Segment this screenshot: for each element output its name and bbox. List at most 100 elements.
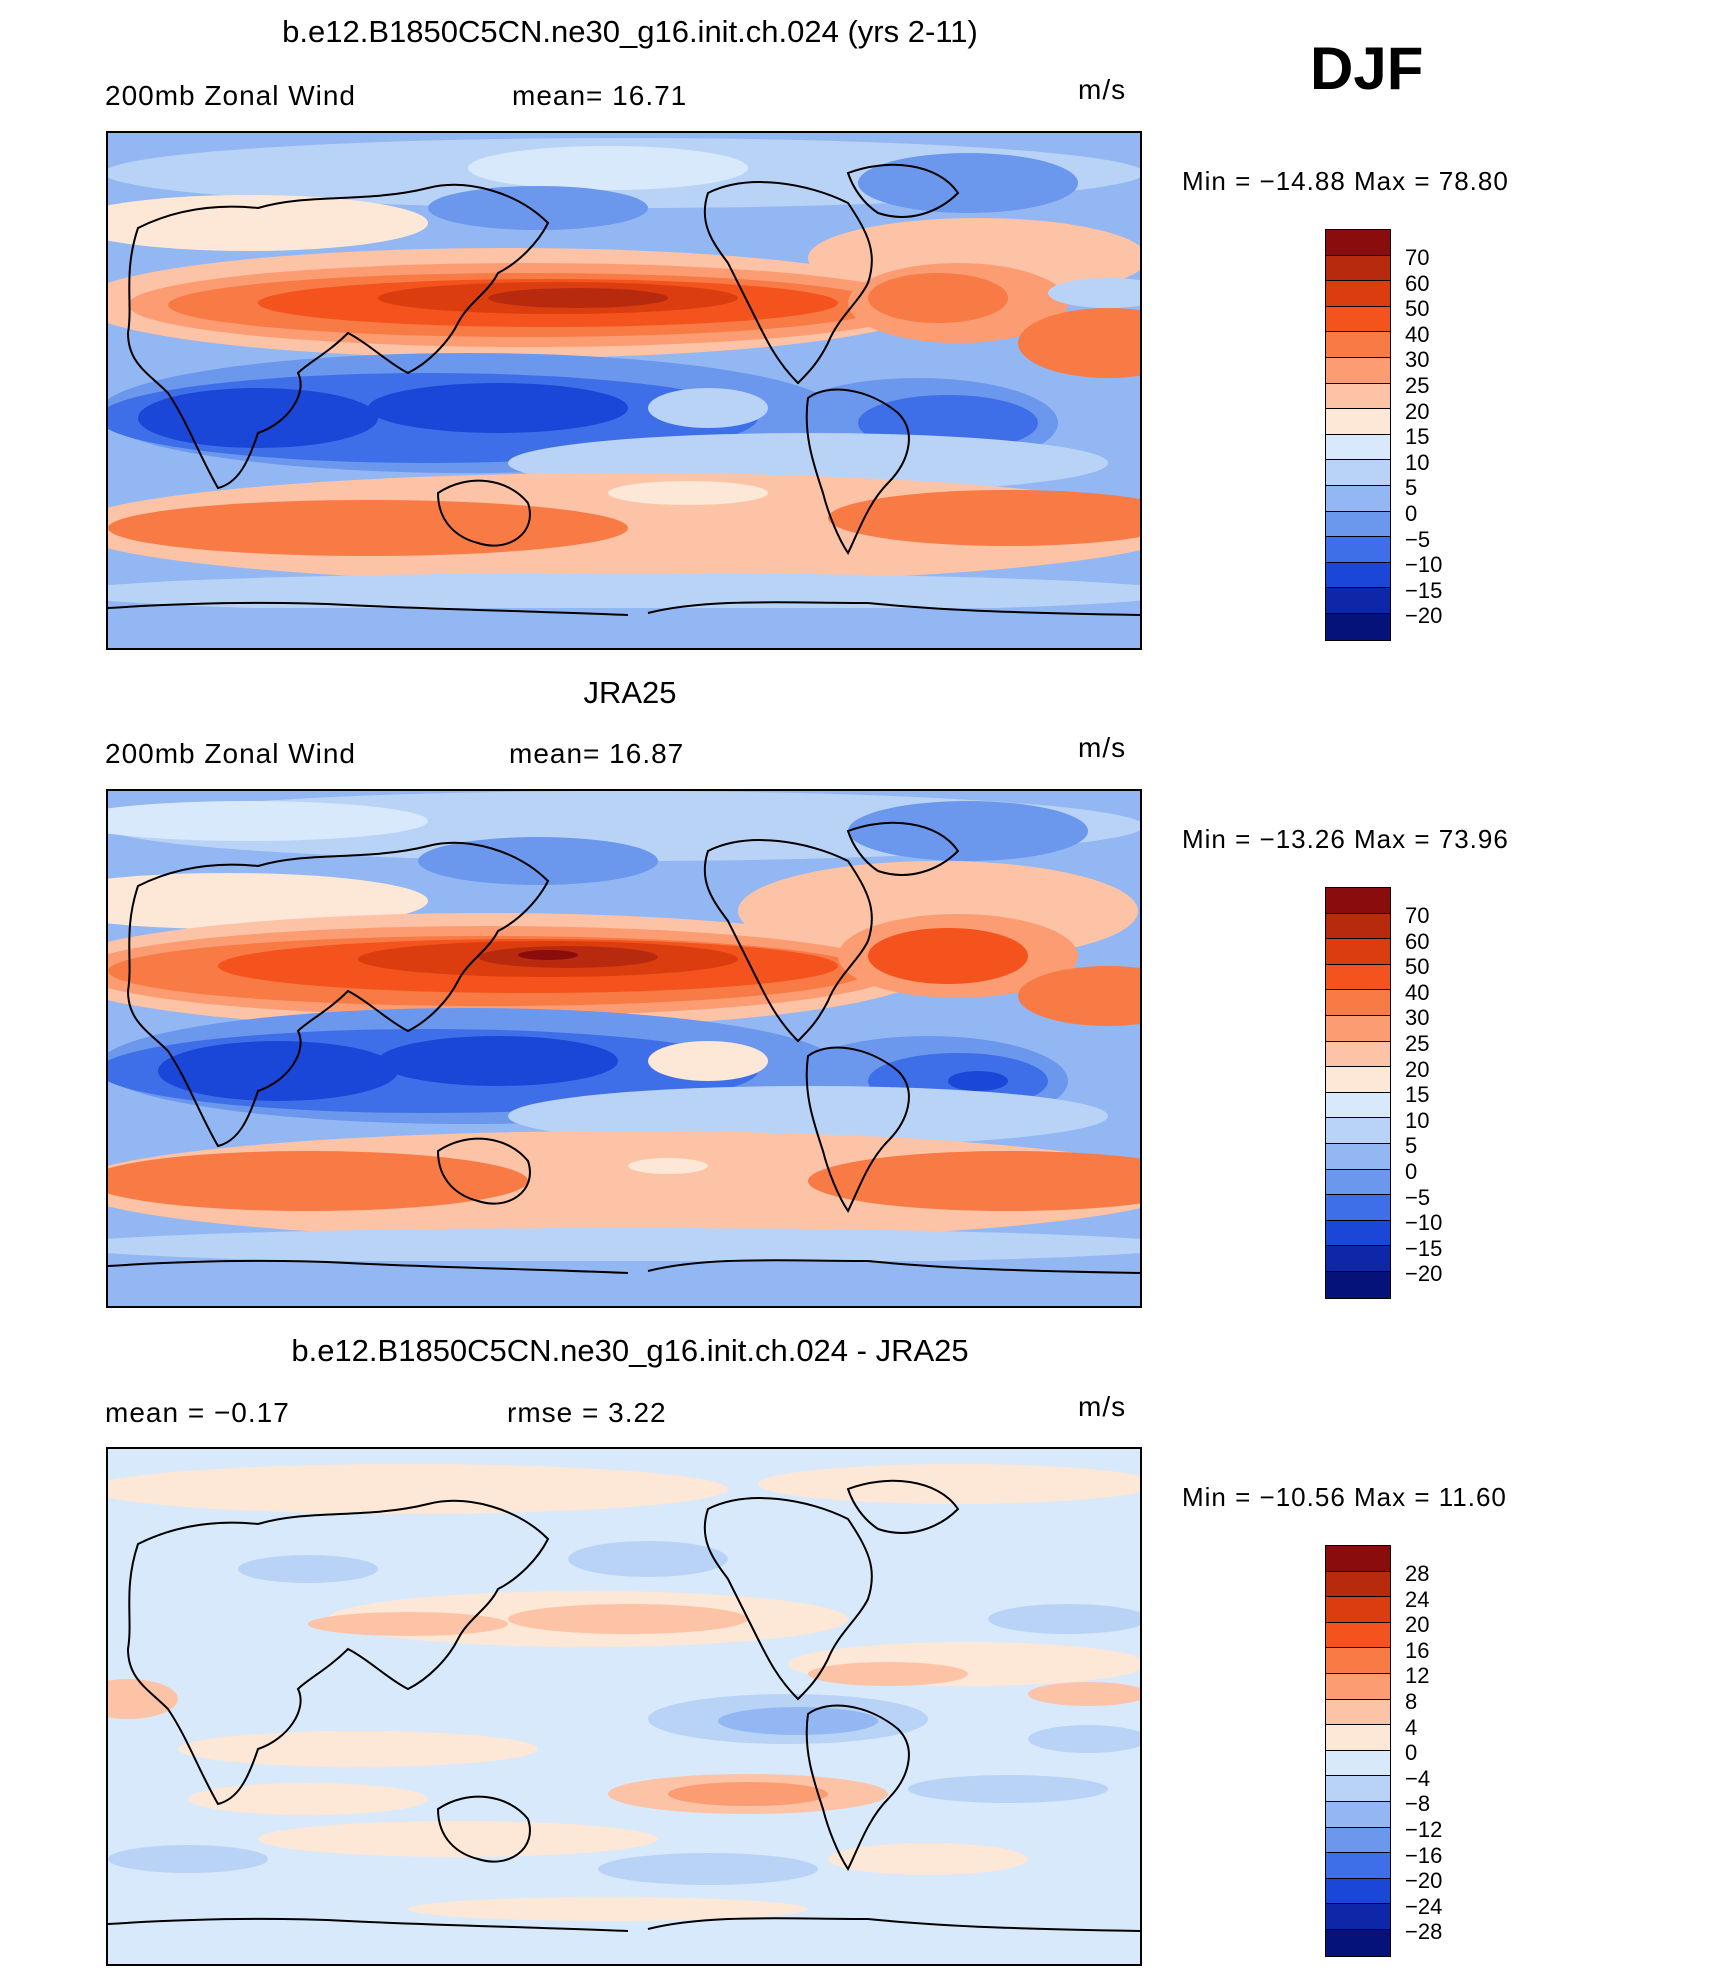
panel-2-title: JRA25 bbox=[583, 675, 677, 710]
panel-2-colorbar-swatch bbox=[1326, 1169, 1390, 1196]
colorbar-label: −28 bbox=[1405, 1919, 1443, 1945]
panel-3-colorbar-swatch bbox=[1326, 1878, 1390, 1905]
panel-1-colorbar-swatch bbox=[1326, 409, 1390, 435]
panel-2-colorbar-labels: 70 60 50 40 30 25 20 15 10 5 0 −5 −10 −1… bbox=[1405, 903, 1442, 1287]
panel-2-minmax: Min = −13.26 Max = 73.96 bbox=[1182, 824, 1509, 854]
panel-2-colorbar-swatch bbox=[1326, 1118, 1390, 1144]
colorbar-label: 0 bbox=[1405, 1158, 1418, 1184]
colorbar-label: 60 bbox=[1405, 270, 1430, 296]
panel-1-minmax: Min = −14.88 Max = 78.80 bbox=[1182, 166, 1509, 196]
colorbar-label: 16 bbox=[1405, 1637, 1430, 1663]
panel-2-contour-map bbox=[108, 791, 1140, 1306]
panel-1-colorbar-swatch bbox=[1326, 537, 1390, 563]
panel-3-colorbar-swatch bbox=[1326, 1597, 1390, 1623]
panel-3-colorbar-swatch bbox=[1326, 1776, 1390, 1802]
panel-1-colorbar-swatch bbox=[1326, 383, 1390, 410]
panel-2-colorbar-swatch bbox=[1326, 1015, 1390, 1042]
panel-3-colorbar bbox=[1325, 1545, 1391, 1957]
panel-3-colorbar-swatch bbox=[1326, 1853, 1390, 1879]
panel-3-minmax: Min = −10.56 Max = 11.60 bbox=[1182, 1482, 1507, 1512]
panel-1-colorbar-labels: 70 60 50 40 30 25 20 15 10 5 0 −5 −10 −1… bbox=[1405, 245, 1442, 629]
panel-1-mean: mean= 16.71 bbox=[512, 80, 688, 111]
panel-3-colorbar-swatch bbox=[1326, 1725, 1390, 1751]
colorbar-label: 28 bbox=[1405, 1561, 1430, 1586]
panel-2-colorbar-swatch bbox=[1326, 939, 1390, 965]
panel-2-colorbar bbox=[1325, 887, 1391, 1299]
colorbar-label: 5 bbox=[1405, 1133, 1418, 1159]
panel-3-colorbar-labels: 28 24 20 16 12 8 4 0 −4 −8 −12 −16 −20 −… bbox=[1405, 1561, 1442, 1945]
panel-3-rmse: rmse = 3.22 bbox=[507, 1397, 667, 1428]
colorbar-label: 5 bbox=[1405, 475, 1418, 501]
colorbar-label: 10 bbox=[1405, 1107, 1430, 1133]
panel-3-mean: mean = −0.17 bbox=[105, 1397, 290, 1428]
colorbar-label: 10 bbox=[1405, 449, 1430, 475]
panel-2-colorbar-swatch bbox=[1326, 1143, 1390, 1170]
colorbar-label: 25 bbox=[1405, 1030, 1430, 1056]
colorbar-label: 70 bbox=[1405, 903, 1430, 928]
panel-3-colorbar-swatch bbox=[1326, 1648, 1390, 1674]
panel-2-map bbox=[106, 789, 1142, 1308]
panel-3-colorbar-swatch bbox=[1326, 1929, 1390, 1956]
panel-2-colorbar-swatch bbox=[1326, 990, 1390, 1016]
panel-3-colorbar-swatch bbox=[1326, 1673, 1390, 1700]
panel-2-units: m/s bbox=[1078, 732, 1127, 763]
colorbar-label: 70 bbox=[1405, 245, 1430, 270]
panel-1-title: b.e12.B1850C5CN.ne30_g16.init.ch.024 (yr… bbox=[282, 14, 978, 49]
panel-1-colorbar-swatch bbox=[1326, 255, 1390, 282]
colorbar-label: −20 bbox=[1405, 603, 1443, 629]
panel-3-colorbar-swatch bbox=[1326, 1827, 1390, 1854]
panel-1-colorbar-swatch bbox=[1326, 230, 1390, 256]
panel-3-map bbox=[106, 1447, 1142, 1966]
panel-2-colorbar-swatch bbox=[1326, 1271, 1390, 1298]
panel-1-colorbar-swatch bbox=[1326, 306, 1390, 333]
colorbar-label: 24 bbox=[1405, 1586, 1430, 1612]
colorbar-label: −20 bbox=[1405, 1261, 1443, 1287]
panel-2-colorbar-swatch bbox=[1326, 1195, 1390, 1221]
colorbar-label: −5 bbox=[1405, 1184, 1431, 1210]
colorbar-label: −10 bbox=[1405, 1210, 1443, 1236]
panel-3-colorbar-swatch bbox=[1326, 1571, 1390, 1598]
colorbar-label: 20 bbox=[1405, 398, 1430, 424]
colorbar-label: 4 bbox=[1405, 1714, 1418, 1740]
panel-1-contour-map bbox=[108, 133, 1140, 648]
panel-3-units: m/s bbox=[1078, 1391, 1127, 1422]
panel-3-colorbar-swatch bbox=[1326, 1622, 1390, 1649]
colorbar-label: 12 bbox=[1405, 1663, 1430, 1689]
colorbar-label: 30 bbox=[1405, 347, 1430, 373]
panel-2-colorbar-swatch bbox=[1326, 1092, 1390, 1119]
colorbar-label: 30 bbox=[1405, 1005, 1430, 1031]
panel-1-map bbox=[106, 131, 1142, 650]
colorbar-label: −24 bbox=[1405, 1893, 1443, 1919]
colorbar-label: −15 bbox=[1405, 1235, 1443, 1261]
colorbar-label: −16 bbox=[1405, 1842, 1443, 1868]
panel-1-colorbar-swatch bbox=[1326, 588, 1390, 614]
colorbar-label: 15 bbox=[1405, 424, 1430, 450]
panel-1-variable: 200mb Zonal Wind bbox=[105, 80, 357, 111]
panel-3-colorbar-swatch bbox=[1326, 1904, 1390, 1930]
colorbar-label: 50 bbox=[1405, 296, 1430, 322]
colorbar-label: 20 bbox=[1405, 1612, 1430, 1638]
panel-3-contour-map bbox=[108, 1449, 1140, 1964]
panel-1-colorbar-swatch bbox=[1326, 332, 1390, 358]
colorbar-label: 0 bbox=[1405, 500, 1418, 526]
colorbar-label: −4 bbox=[1405, 1765, 1431, 1791]
panel-2-colorbar-swatch bbox=[1326, 1067, 1390, 1093]
colorbar-label: 50 bbox=[1405, 954, 1430, 980]
panel-2-colorbar-swatch bbox=[1326, 913, 1390, 940]
colorbar-label: −5 bbox=[1405, 526, 1431, 552]
panel-2-colorbar-swatch bbox=[1326, 1246, 1390, 1272]
colorbar-label: 40 bbox=[1405, 321, 1430, 347]
panel-1-colorbar-swatch bbox=[1326, 281, 1390, 307]
panel-1-colorbar-swatch bbox=[1326, 460, 1390, 486]
colorbar-label: 25 bbox=[1405, 372, 1430, 398]
panel-2-mean: mean= 16.87 bbox=[509, 738, 685, 769]
colorbar-label: 8 bbox=[1405, 1688, 1418, 1714]
panel-1-colorbar-swatch bbox=[1326, 434, 1390, 461]
panel-3-colorbar-swatch bbox=[1326, 1750, 1390, 1777]
colorbar-label: −15 bbox=[1405, 577, 1443, 603]
panel-3-colorbar-swatch bbox=[1326, 1699, 1390, 1726]
colorbar-label: −12 bbox=[1405, 1816, 1443, 1842]
colorbar-label: −20 bbox=[1405, 1868, 1443, 1894]
colorbar-label: 0 bbox=[1405, 1740, 1418, 1766]
colorbar-label: 15 bbox=[1405, 1082, 1430, 1108]
